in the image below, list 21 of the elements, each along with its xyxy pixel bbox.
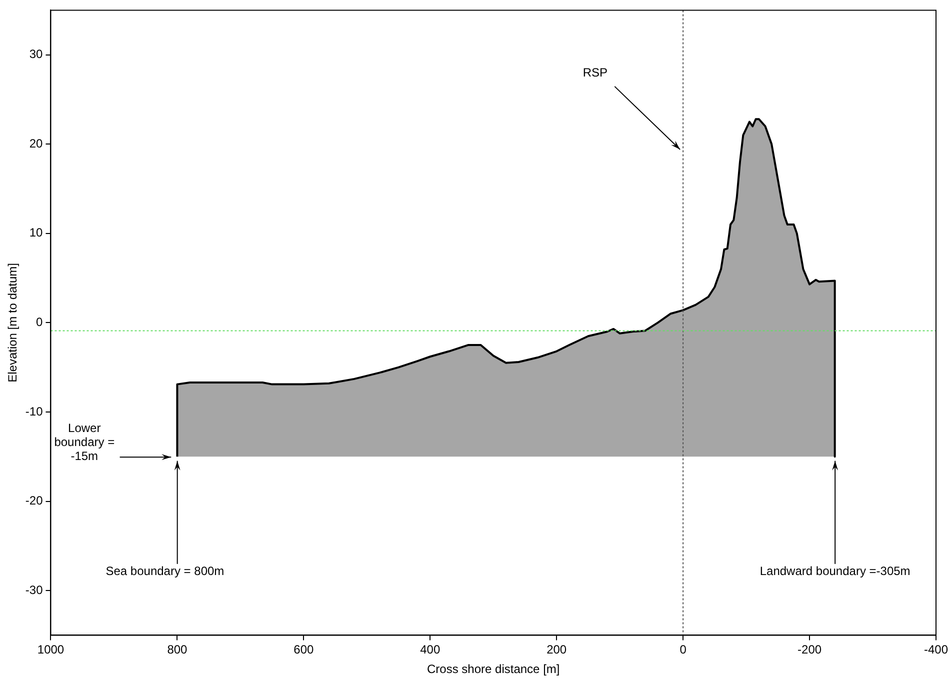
- x-tick-label: 1000: [37, 642, 64, 657]
- annotation: Landward boundary =-305m: [760, 564, 910, 578]
- annotation: RSP: [582, 66, 608, 80]
- x-tick-label: 0: [680, 642, 687, 657]
- y-tick-label: 30: [29, 47, 44, 62]
- x-tick-label: -400: [924, 642, 948, 657]
- y-axis-title: Elevation [m to datum]: [6, 263, 20, 382]
- annotation: Sea boundary = 800m: [106, 564, 224, 578]
- y-tick-label: -30: [25, 582, 44, 597]
- x-tick-label: 400: [420, 642, 440, 657]
- x-tick-label: 600: [294, 642, 314, 657]
- y-tick-label: 0: [36, 315, 44, 330]
- annotation: Lower boundary = -15m: [54, 421, 115, 464]
- y-tick-label: -20: [25, 494, 44, 508]
- y-tick-label: -10: [25, 404, 44, 418]
- x-tick-label: 200: [546, 642, 567, 657]
- x-tick-label: -200: [798, 642, 822, 657]
- x-tick-label: 800: [167, 642, 188, 657]
- x-axis-title: Cross shore distance [m]: [427, 662, 560, 676]
- y-tick-label: 20: [29, 136, 44, 150]
- y-tick-label: 10: [29, 226, 44, 240]
